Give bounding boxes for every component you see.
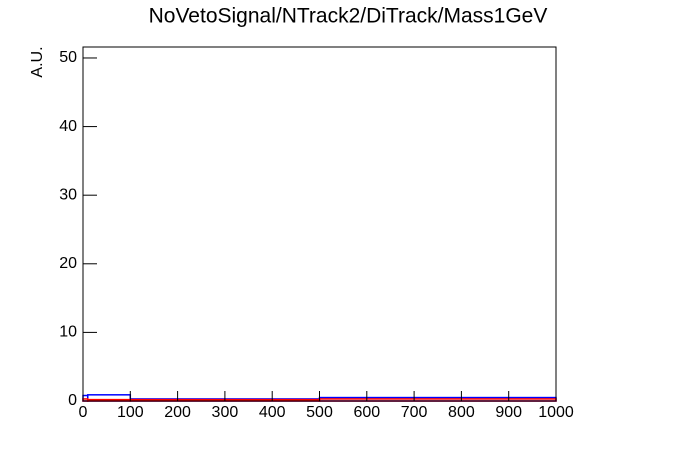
x-tick-label: 500: [306, 404, 333, 421]
y-tick-label: 40: [59, 118, 77, 135]
x-tick-label: 400: [259, 404, 286, 421]
x-tick-label: 100: [117, 404, 144, 421]
x-tick-label: 800: [448, 404, 475, 421]
y-tick-label: 10: [59, 324, 77, 341]
x-tick-label: 0: [79, 404, 88, 421]
chart-title: NoVetoSignal/NTrack2/DiTrack/Mass1GeV: [149, 5, 548, 28]
x-tick-label: 200: [164, 404, 191, 421]
x-tick-label: 600: [353, 404, 380, 421]
y-tick-label: 30: [59, 186, 77, 203]
x-tick-label: 1000: [538, 404, 574, 421]
x-tick-label: 900: [495, 404, 522, 421]
x-tick-label: 300: [212, 404, 239, 421]
y-tick-label: 50: [59, 49, 77, 66]
y-axis-label: A.U.: [29, 46, 46, 77]
x-tick-label: 700: [401, 404, 428, 421]
y-tick-label: 20: [59, 255, 77, 272]
y-tick-label: 0: [68, 392, 77, 409]
